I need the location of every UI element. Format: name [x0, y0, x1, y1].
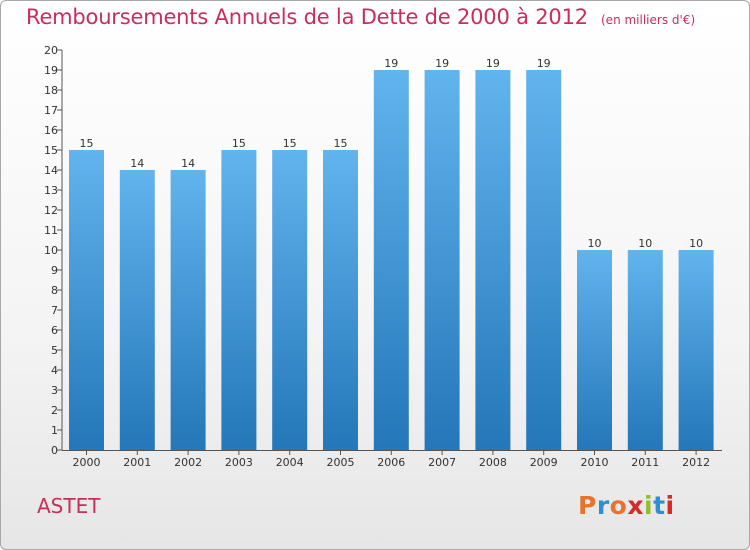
y-tick-label: 6: [51, 324, 58, 337]
y-tick-label: 15: [44, 144, 58, 157]
bar: [323, 150, 358, 450]
bar-value-label: 14: [130, 157, 144, 170]
x-tick-label: 2007: [428, 456, 456, 469]
x-tick-label: 2011: [631, 456, 659, 469]
y-tick-label: 8: [51, 284, 58, 297]
x-tick-label: 2008: [479, 456, 507, 469]
bar: [69, 150, 104, 450]
y-tick-label: 12: [44, 204, 58, 217]
chart-unit: (en milliers d'€): [601, 13, 696, 27]
y-tick-label: 19: [44, 64, 58, 77]
y-tick-label: 17: [44, 104, 58, 117]
bar: [678, 250, 714, 450]
bar-value-label: 10: [689, 237, 703, 250]
y-tick-label: 7: [51, 304, 58, 317]
y-tick-label: 16: [44, 124, 58, 137]
y-tick-label: 3: [51, 384, 58, 397]
logo-letter: r: [596, 491, 610, 520]
x-tick-label: 2009: [530, 456, 558, 469]
bar-value-label: 19: [435, 57, 449, 70]
x-tick-label: 2010: [581, 456, 609, 469]
bar: [627, 250, 663, 450]
bar: [221, 150, 257, 450]
bar: [119, 170, 155, 450]
bar: [577, 250, 612, 450]
logo-letter: P: [578, 491, 597, 520]
logo-letter: t: [653, 491, 666, 520]
bar: [272, 150, 308, 450]
bar-value-label: 19: [384, 57, 398, 70]
y-tick-label: 18: [44, 84, 58, 97]
bar-value-label: 19: [537, 57, 551, 70]
bar-value-label: 10: [638, 237, 652, 250]
y-tick-label: 4: [51, 364, 58, 377]
y-tick-label: 13: [44, 184, 58, 197]
y-tick-label: 14: [44, 164, 58, 177]
x-tick-label: 2004: [276, 456, 304, 469]
x-tick-label: 2005: [327, 456, 355, 469]
y-tick-label: 10: [44, 244, 58, 257]
y-tick-label: 2: [51, 404, 58, 417]
y-tick-label: 20: [44, 44, 58, 57]
bar: [424, 70, 460, 450]
bar: [170, 170, 206, 450]
logo-letter: i: [665, 491, 675, 520]
bar-value-label: 14: [181, 157, 195, 170]
y-tick-label: 5: [51, 344, 58, 357]
logo-letter: o: [609, 491, 628, 520]
bar-value-label: 15: [232, 137, 246, 150]
x-tick-label: 2000: [73, 456, 101, 469]
bar-value-label: 19: [486, 57, 500, 70]
chart-title: Remboursements Annuels de la Dette de 20…: [26, 5, 588, 29]
y-tick-label: 9: [51, 264, 58, 277]
x-tick-label: 2006: [377, 456, 405, 469]
bar: [526, 70, 562, 450]
bar-value-label: 15: [334, 137, 348, 150]
logo-letter: x: [627, 491, 644, 520]
bar-value-label: 15: [283, 137, 297, 150]
x-tick-label: 2003: [225, 456, 253, 469]
bar: [475, 70, 511, 450]
x-tick-label: 2002: [174, 456, 202, 469]
y-tick-label: 0: [51, 444, 58, 457]
chart-header: Remboursements Annuels de la Dette de 20…: [26, 5, 695, 29]
x-tick-label: 2012: [682, 456, 710, 469]
bar: [373, 70, 409, 450]
commune-name: ASTET: [37, 494, 101, 518]
logo-letter: i: [644, 491, 654, 520]
proxiti-logo: Proxiti: [578, 491, 675, 520]
y-tick-label: 1: [51, 424, 58, 437]
bar-value-label: 10: [588, 237, 602, 250]
x-tick-label: 2001: [123, 456, 151, 469]
y-tick-label: 11: [44, 224, 58, 237]
bar-value-label: 15: [80, 137, 94, 150]
